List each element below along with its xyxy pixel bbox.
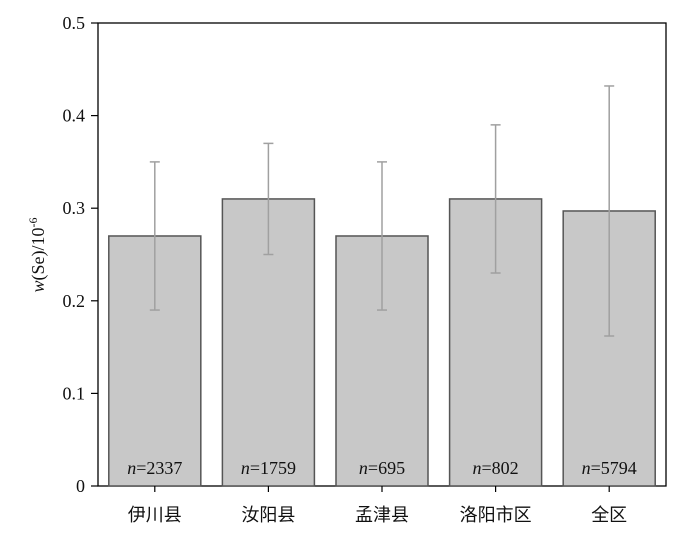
sample-size-label: n=695 [359, 458, 405, 478]
sample-size-symbol: n [241, 458, 250, 478]
sample-size-value: 1759 [260, 458, 296, 478]
y-tick-label: 0.1 [63, 383, 86, 403]
sample-size-value: 695 [378, 458, 405, 478]
x-axis: 伊川县 汝阳县 孟津县 洛阳市区 全区 [128, 486, 627, 526]
sample-size-label: n=802 [473, 458, 519, 478]
x-tick-label: 汝阳县 [241, 505, 295, 526]
y-tick-label: 0.2 [63, 291, 86, 311]
sample-size-label: n=5794 [582, 458, 637, 478]
sample-size-value: 5794 [601, 458, 637, 478]
x-tick-label: 伊川县 [128, 505, 182, 526]
y-tick-label: 0 [76, 476, 85, 496]
sample-size-value: 2337 [146, 458, 182, 478]
sample-size-labels: n=2337 n=1759 n=695 n=802 n=5794 [127, 458, 637, 478]
y-axis-title: w(Se)/10-6 [26, 217, 49, 292]
sample-size-label: n=2337 [127, 458, 182, 478]
sample-size-equals: = [250, 458, 260, 478]
x-tick-label: 孟津县 [355, 505, 409, 526]
y-axis-title-rest: (Se)/10 [28, 227, 49, 280]
x-tick-label: 全区 [591, 505, 627, 526]
sample-size-symbol: n [473, 458, 482, 478]
sample-size-equals: = [591, 458, 601, 478]
y-tick-label: 0.5 [63, 13, 86, 33]
sample-size-label: n=1759 [241, 458, 296, 478]
x-tick-label: 洛阳市区 [460, 505, 532, 526]
sample-size-value: 802 [492, 458, 519, 478]
sample-size-equals: = [482, 458, 492, 478]
y-axis-title-w: w [28, 280, 48, 292]
y-tick-label: 0.3 [63, 198, 86, 218]
sample-size-equals: = [368, 458, 378, 478]
sample-size-symbol: n [359, 458, 368, 478]
y-axis-title-exp: -6 [26, 217, 40, 227]
sample-size-equals: = [136, 458, 146, 478]
error-bars [149, 85, 615, 337]
y-axis: 0 0.1 0.2 0.3 0.4 0.5 [63, 13, 98, 496]
sample-size-symbol: n [127, 458, 136, 478]
sample-size-symbol: n [582, 458, 591, 478]
y-tick-label: 0.4 [63, 106, 86, 126]
